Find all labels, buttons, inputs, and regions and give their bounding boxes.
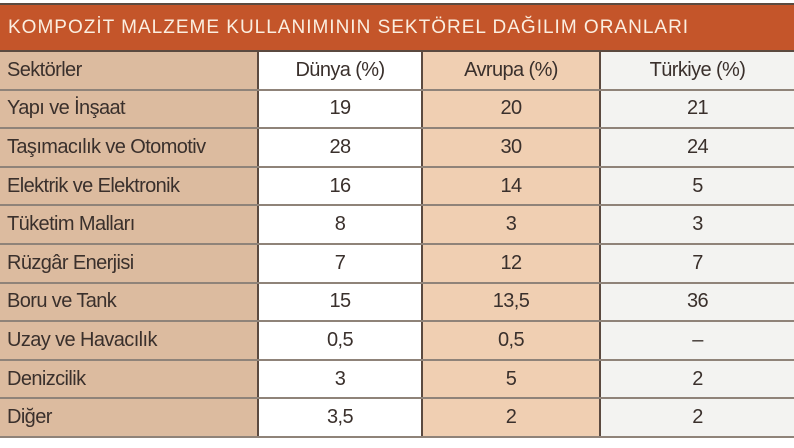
turkey-cell: 2: [600, 398, 794, 438]
turkey-cell: 2: [600, 359, 794, 400]
world-cell: 8: [258, 205, 423, 245]
sector-cell: Tüketim Malları: [0, 205, 259, 245]
sector-cell: Diğer: [0, 398, 259, 438]
world-cell: 19: [258, 89, 423, 130]
europe-cell: 20: [422, 89, 601, 130]
table-title: KOMPOZİT MALZEME KULLANIMININ SEKTÖREL D…: [0, 3, 794, 50]
turkey-cell: 5: [600, 166, 794, 207]
world-cell: 28: [258, 128, 423, 168]
sector-cell: Rüzgâr Enerjisi: [0, 243, 259, 284]
header-europe: Avrupa (%): [422, 50, 601, 91]
table-row: Denizcilik 3 5 2: [0, 359, 794, 400]
table-row: Boru ve Tank 15 13,5 36: [0, 282, 794, 323]
sector-cell: Yapı ve İnşaat: [0, 89, 259, 130]
turkey-cell: 24: [600, 128, 794, 168]
sector-cell: Elektrik ve Elektronik: [0, 166, 259, 207]
world-cell: 3: [258, 359, 423, 400]
europe-cell: 5: [422, 359, 601, 400]
turkey-cell: –: [600, 321, 794, 361]
table-row: Rüzgâr Enerjisi 7 12 7: [0, 243, 794, 284]
europe-cell: 3: [422, 205, 601, 245]
sector-cell: Taşımacılık ve Otomotiv: [0, 128, 259, 168]
sector-cell: Denizcilik: [0, 359, 259, 400]
world-cell: 7: [258, 243, 423, 284]
table-row: Elektrik ve Elektronik 16 14 5: [0, 166, 794, 207]
europe-cell: 14: [422, 166, 601, 207]
sector-cell: Uzay ve Havacılık: [0, 321, 259, 361]
header-world: Dünya (%): [258, 50, 423, 91]
header-sectors: Sektörler: [0, 50, 259, 91]
table-row: Yapı ve İnşaat 19 20 21: [0, 89, 794, 130]
header-row: Sektörler Dünya (%) Avrupa (%) Türkiye (…: [0, 50, 794, 91]
table-row: Taşımacılık ve Otomotiv 28 30 24: [0, 128, 794, 168]
turkey-cell: 7: [600, 243, 794, 284]
turkey-cell: 36: [600, 282, 794, 323]
europe-cell: 12: [422, 243, 601, 284]
header-turkey: Türkiye (%): [600, 50, 794, 91]
world-cell: 0,5: [258, 321, 423, 361]
world-cell: 15: [258, 282, 423, 323]
world-cell: 3,5: [258, 398, 423, 438]
table-row: Uzay ve Havacılık 0,5 0,5–: [0, 321, 794, 361]
europe-cell: 0,5: [422, 321, 601, 361]
table-row: Diğer 3,5 2 2: [0, 398, 794, 438]
europe-cell: 30: [422, 128, 601, 168]
sector-distribution-table: Sektörler Dünya (%) Avrupa (%) Türkiye (…: [0, 50, 794, 438]
world-cell: 16: [258, 166, 423, 207]
europe-cell: 2: [422, 398, 601, 438]
europe-cell: 13,5: [422, 282, 601, 323]
turkey-cell: 3: [600, 205, 794, 245]
table-row: Tüketim Malları 8 3 3: [0, 205, 794, 245]
sector-cell: Boru ve Tank: [0, 282, 259, 323]
turkey-cell: 21: [600, 89, 794, 130]
